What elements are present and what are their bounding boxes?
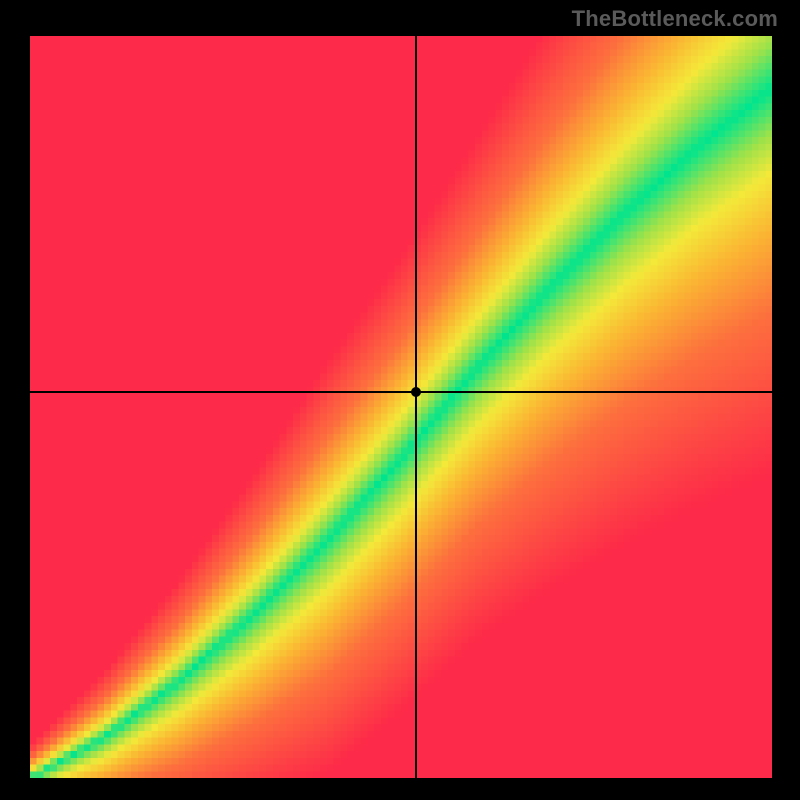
watermark-text: TheBottleneck.com <box>572 6 778 32</box>
marker-point <box>411 387 421 397</box>
crosshair-vertical <box>415 36 417 778</box>
crosshair-horizontal <box>30 391 772 393</box>
chart-container: TheBottleneck.com <box>0 0 800 800</box>
heatmap-canvas <box>30 36 772 778</box>
